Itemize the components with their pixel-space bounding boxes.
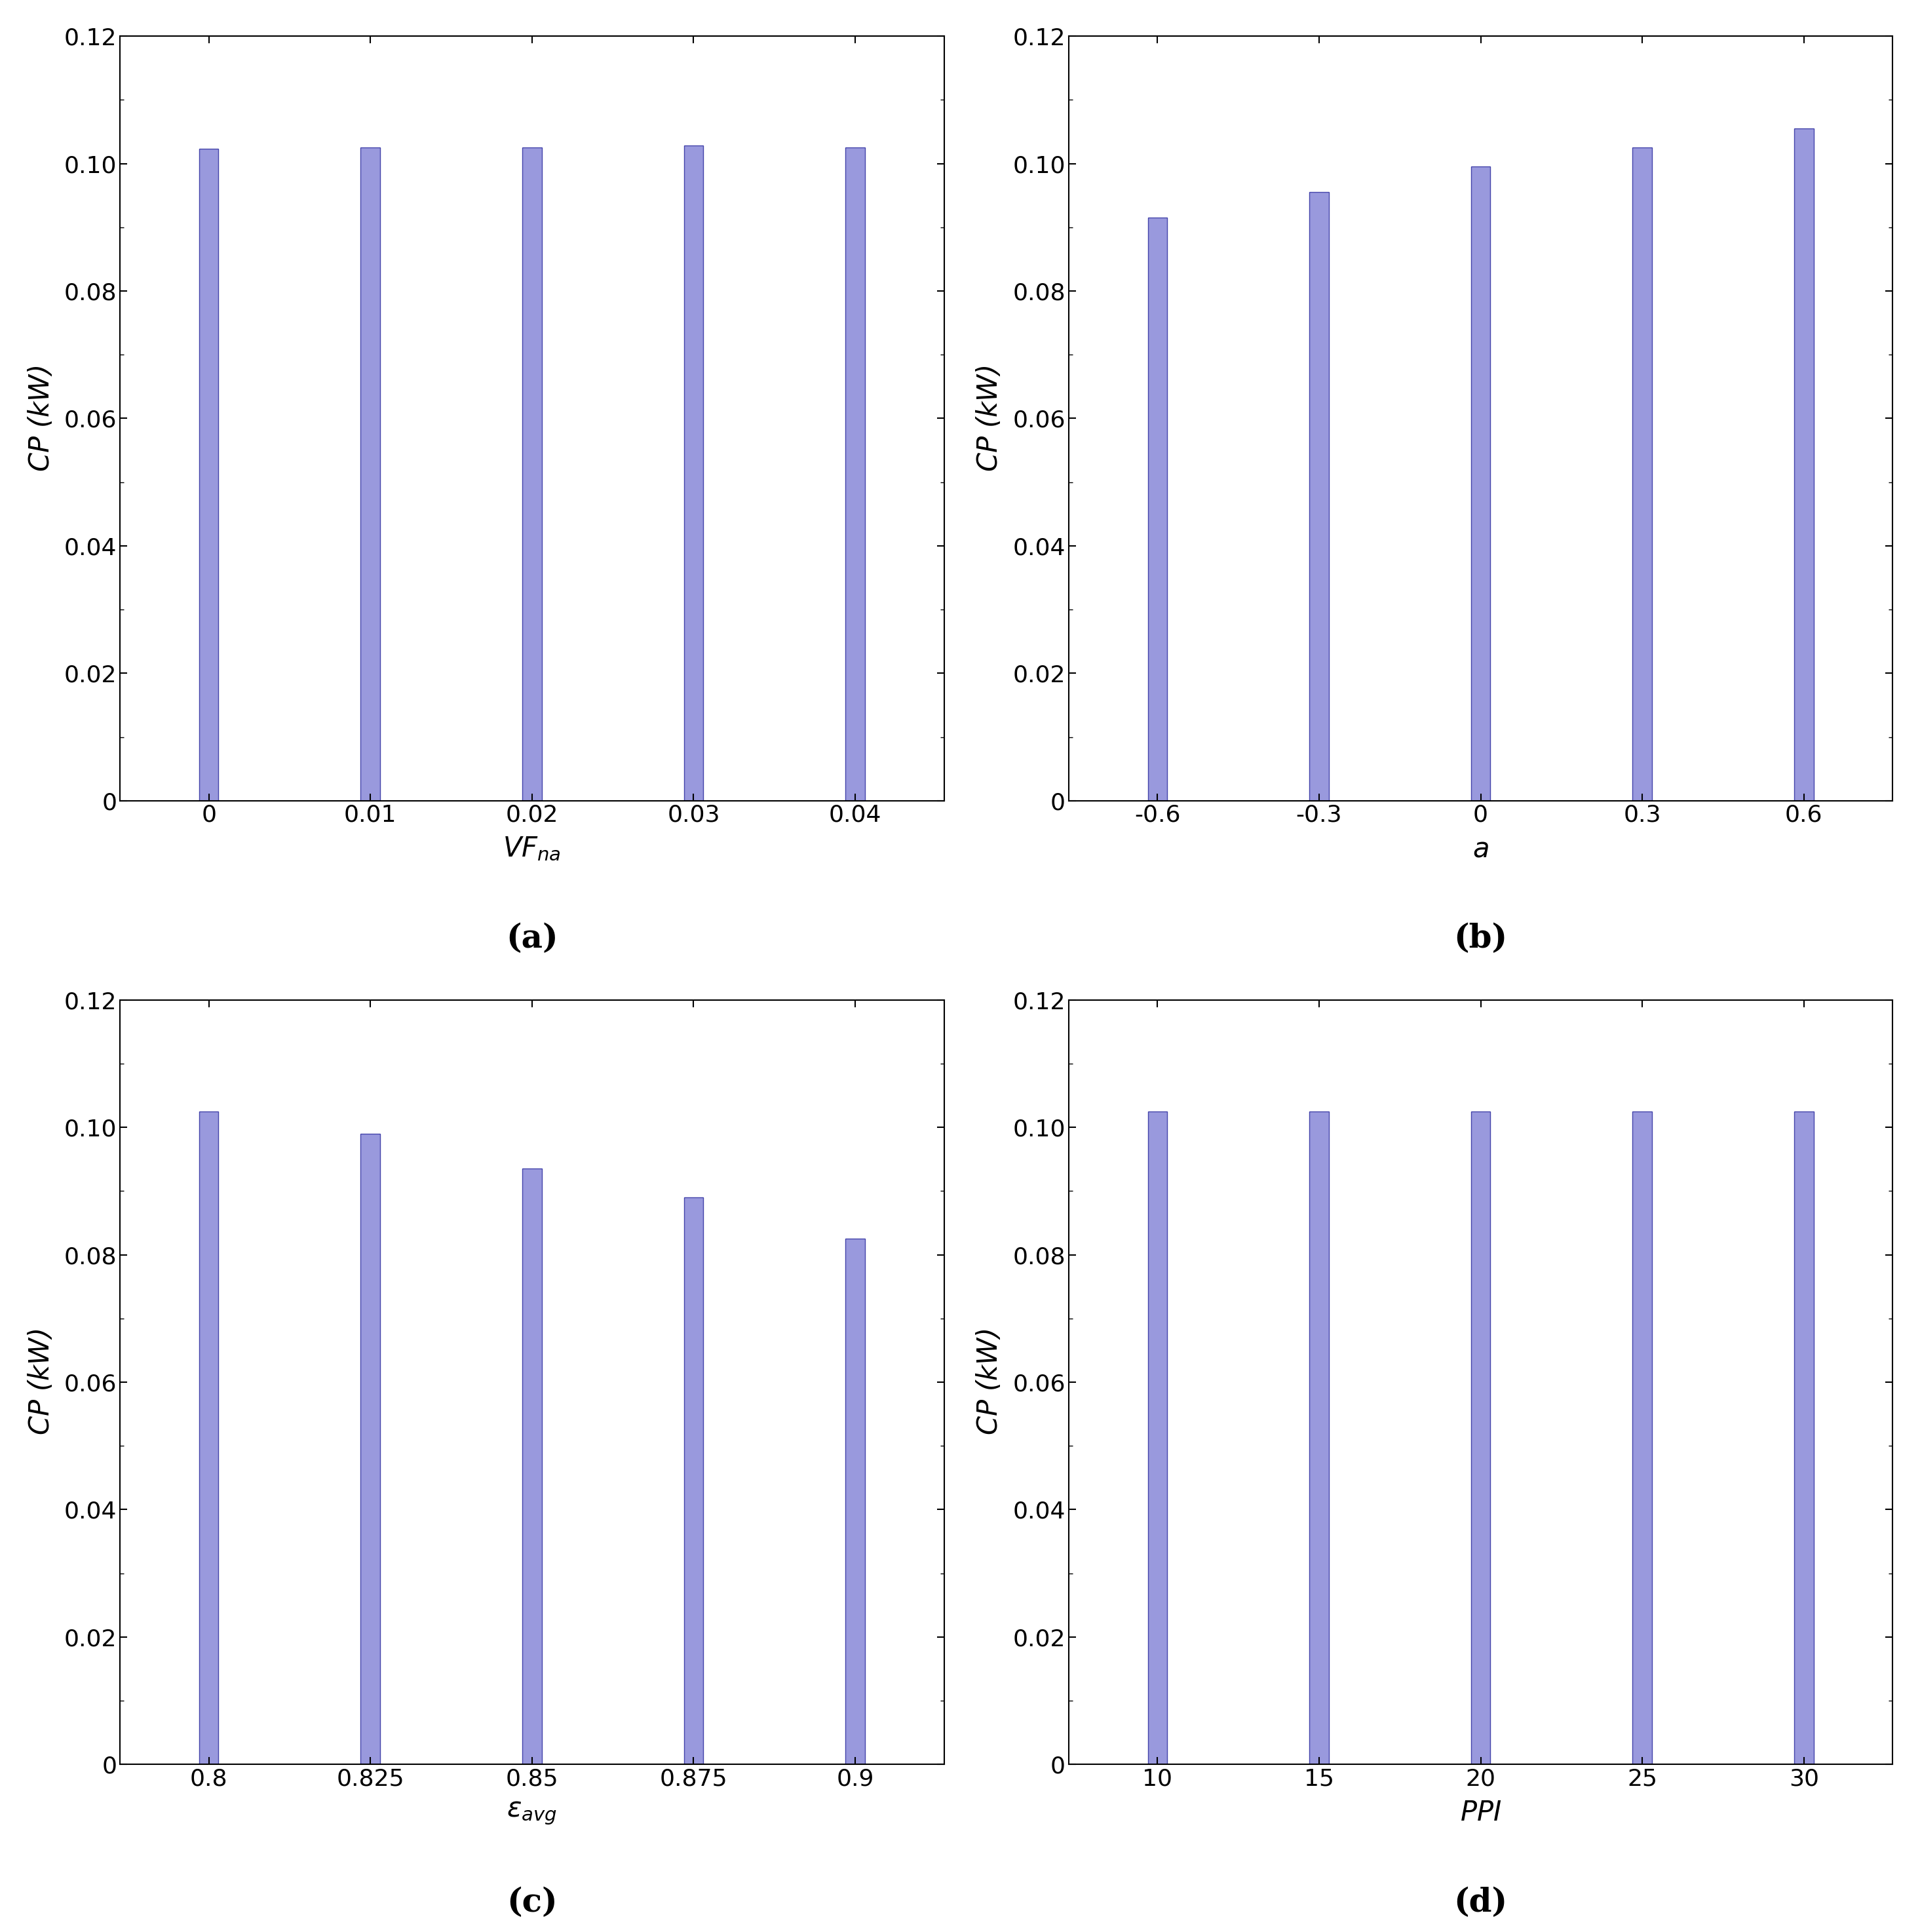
Bar xyxy=(1471,166,1490,800)
Bar xyxy=(845,1238,864,1764)
Text: (b): (b) xyxy=(1453,923,1507,954)
Bar xyxy=(845,147,864,800)
X-axis label: $ε_{avg}$: $ε_{avg}$ xyxy=(507,1799,557,1826)
Y-axis label: $CP$ (kW): $CP$ (kW) xyxy=(27,365,56,471)
X-axis label: $PPI$: $PPI$ xyxy=(1459,1799,1501,1826)
Bar xyxy=(1632,147,1651,800)
X-axis label: $VF_{na}$: $VF_{na}$ xyxy=(503,835,561,864)
Bar xyxy=(1793,129,1814,800)
Bar xyxy=(1471,1111,1490,1764)
Y-axis label: $CP$ (kW): $CP$ (kW) xyxy=(975,1329,1004,1435)
Bar xyxy=(1148,1111,1167,1764)
Bar xyxy=(1309,1111,1329,1764)
Bar xyxy=(1309,193,1329,800)
Bar xyxy=(1793,1111,1814,1764)
Bar xyxy=(200,1111,219,1764)
Bar xyxy=(684,1198,703,1764)
Bar xyxy=(200,149,219,800)
Bar xyxy=(522,147,541,800)
Bar xyxy=(361,1134,380,1764)
Y-axis label: $CP$ (kW): $CP$ (kW) xyxy=(975,365,1004,471)
Y-axis label: $CP$ (kW): $CP$ (kW) xyxy=(27,1329,56,1435)
Bar xyxy=(1148,218,1167,800)
Bar xyxy=(684,145,703,800)
Bar xyxy=(1632,1111,1651,1764)
X-axis label: $a$: $a$ xyxy=(1473,835,1488,864)
Bar xyxy=(522,1169,541,1764)
Text: (c): (c) xyxy=(507,1888,557,1918)
Bar xyxy=(361,147,380,800)
Text: (d): (d) xyxy=(1453,1888,1507,1918)
Text: (a): (a) xyxy=(507,923,559,954)
